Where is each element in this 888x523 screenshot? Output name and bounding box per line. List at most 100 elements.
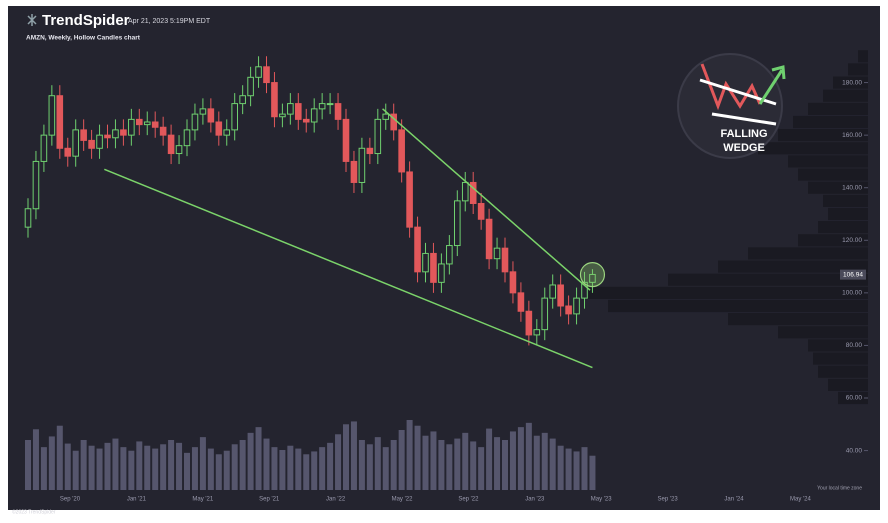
x-tick-label: Sep '23 bbox=[658, 497, 679, 503]
candle-body bbox=[358, 147, 366, 183]
volume-bar bbox=[184, 452, 190, 490]
profile-bar bbox=[608, 299, 868, 313]
candle-body bbox=[326, 103, 334, 106]
brand: TrendSpider bbox=[42, 12, 130, 29]
volume-bar bbox=[581, 447, 588, 490]
volume-bar bbox=[517, 427, 524, 490]
volume-bar bbox=[48, 436, 55, 490]
candle-body bbox=[541, 297, 549, 331]
candle-body bbox=[509, 271, 517, 294]
profile-bar bbox=[818, 365, 868, 378]
volume-bar bbox=[406, 420, 413, 490]
volume-bar bbox=[319, 447, 326, 490]
candle-body bbox=[287, 103, 294, 115]
volume-bar bbox=[136, 441, 143, 490]
candle-body bbox=[199, 108, 207, 115]
y-tick-label: 100.00 bbox=[842, 290, 862, 297]
volume-bar bbox=[80, 440, 87, 490]
x-tick-label: Sep '21 bbox=[259, 497, 280, 503]
volume-bar bbox=[533, 435, 540, 490]
candle-body bbox=[589, 273, 596, 283]
volume-bar bbox=[486, 428, 493, 490]
volume-profile bbox=[588, 50, 868, 405]
x-tick-label: Jan '22 bbox=[326, 497, 346, 503]
volume-bar bbox=[128, 450, 135, 490]
candle-body bbox=[24, 208, 32, 228]
volume-bar bbox=[215, 454, 222, 490]
profile-bar bbox=[793, 115, 868, 129]
candle-body bbox=[159, 126, 167, 136]
profile-bar bbox=[828, 378, 868, 391]
volume-bar bbox=[509, 431, 516, 490]
volume-bar bbox=[494, 437, 501, 490]
candle-body bbox=[549, 284, 557, 299]
volume-bar bbox=[191, 447, 198, 490]
volume-bar bbox=[414, 425, 421, 490]
candle-body bbox=[477, 202, 485, 220]
profile-bar bbox=[833, 76, 868, 89]
last-price-box bbox=[840, 269, 866, 280]
volume-bar bbox=[438, 440, 445, 490]
x-tick-label: Jan '23 bbox=[525, 497, 545, 503]
wedge-line bbox=[382, 108, 591, 291]
volume-bar bbox=[88, 445, 95, 490]
candle-body bbox=[207, 108, 215, 123]
candle-body bbox=[573, 297, 580, 315]
candle-body bbox=[414, 226, 421, 273]
candle-body bbox=[438, 263, 445, 283]
y-tick-label: 40.00 bbox=[846, 447, 863, 454]
badge-line: FALLING bbox=[720, 128, 767, 140]
volume-bar bbox=[199, 437, 206, 490]
volume-bar bbox=[374, 437, 381, 490]
volume-bar bbox=[287, 445, 294, 490]
candle-body bbox=[366, 147, 374, 155]
candle-body bbox=[501, 247, 509, 273]
x-tick-label: Jan '24 bbox=[724, 497, 744, 503]
volume-bar bbox=[279, 450, 286, 490]
volume-bar bbox=[303, 454, 310, 490]
candle-body bbox=[533, 329, 541, 336]
volume-bars bbox=[25, 420, 596, 490]
logo-icon bbox=[27, 14, 37, 26]
profile-bar bbox=[758, 142, 868, 155]
candle-body bbox=[64, 147, 72, 157]
candle-body bbox=[350, 160, 358, 183]
profile-bar bbox=[778, 129, 868, 142]
profile-bar bbox=[828, 207, 868, 221]
candle-body bbox=[422, 252, 429, 273]
volume-bar bbox=[40, 447, 47, 490]
profile-bar bbox=[813, 352, 868, 365]
candle-body bbox=[56, 95, 64, 149]
profile-bar bbox=[668, 273, 868, 286]
candle-body bbox=[334, 103, 342, 120]
volume-bar bbox=[295, 448, 302, 490]
candle-body bbox=[271, 82, 278, 118]
volume-bar bbox=[255, 427, 262, 490]
candle-body bbox=[430, 252, 437, 283]
candle-body bbox=[80, 129, 87, 141]
candle-body bbox=[374, 118, 382, 155]
x-tick-label: Sep '22 bbox=[458, 497, 479, 503]
candle-body bbox=[32, 160, 40, 210]
volume-bar bbox=[231, 444, 238, 490]
volume-bar bbox=[470, 441, 477, 490]
candle-body bbox=[151, 121, 159, 128]
profile-bar bbox=[808, 339, 868, 352]
candle-body bbox=[112, 129, 119, 139]
volume-bar bbox=[390, 440, 397, 490]
candle-body bbox=[517, 292, 525, 312]
x-tick-label: May '24 bbox=[790, 497, 811, 503]
y-tick-label: 140.00 bbox=[842, 184, 862, 191]
x-tick-label: May '22 bbox=[392, 497, 413, 503]
volume-bar bbox=[223, 450, 230, 490]
timezone-note: Your local time zone bbox=[817, 485, 862, 491]
volume-bar bbox=[422, 435, 429, 490]
candle-body bbox=[239, 95, 246, 105]
volume-bar bbox=[430, 431, 437, 490]
candle-body bbox=[183, 129, 191, 147]
profile-bar bbox=[848, 63, 868, 76]
axes: 40.00 60.00 80.00 100.00 120.00 140.00 160.00 1… bbox=[60, 79, 868, 503]
candles bbox=[24, 56, 596, 346]
candle-body bbox=[279, 113, 286, 118]
